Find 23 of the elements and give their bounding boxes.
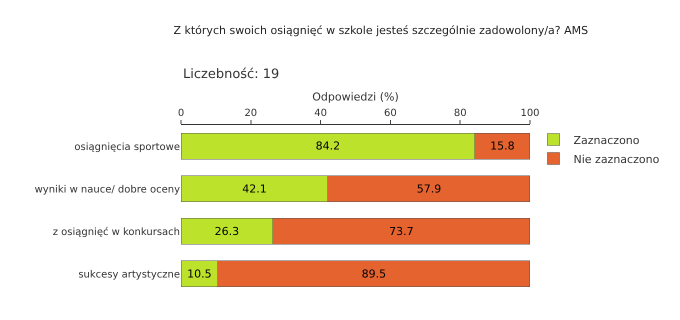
x-tick-label: 40 (314, 108, 327, 119)
x-tick-label: 20 (244, 108, 258, 119)
y-tick-label: sukcesy artystyczne (78, 269, 180, 280)
x-tick-label: 60 (384, 108, 397, 119)
data-label: 42.1 (242, 182, 267, 196)
data-label: 89.5 (362, 267, 386, 280)
x-tick-label: 80 (454, 108, 467, 119)
x-tick-label: 100 (520, 108, 540, 119)
chart-title: Z których swoich osiągnięć w szkole jesteś szczególnie zadowolony/a? AMS (173, 24, 588, 37)
y-tick-label: wyniki w nauce/ dobre oceny (34, 184, 180, 196)
data-label: 73.7 (389, 224, 414, 238)
data-label: 84.2 (316, 140, 340, 153)
text: Liczebność: 19 (183, 67, 280, 82)
legend-label: Zaznaczono (573, 134, 640, 147)
data-label: 10.5 (187, 267, 212, 280)
data-label: 57.9 (416, 182, 442, 196)
data-label: 26.3 (214, 224, 240, 238)
y-tick-label: z osiągnięć w konkursach (52, 226, 180, 238)
legend-label: Nie zaznaczono (573, 152, 660, 166)
x-axis-title: Odpowiedzi (%) (312, 90, 399, 104)
y-tick-label: osiągnięcia sportowe (74, 142, 180, 153)
data-label: 15.8 (490, 140, 515, 153)
x-tick-label: 0 (178, 108, 184, 119)
